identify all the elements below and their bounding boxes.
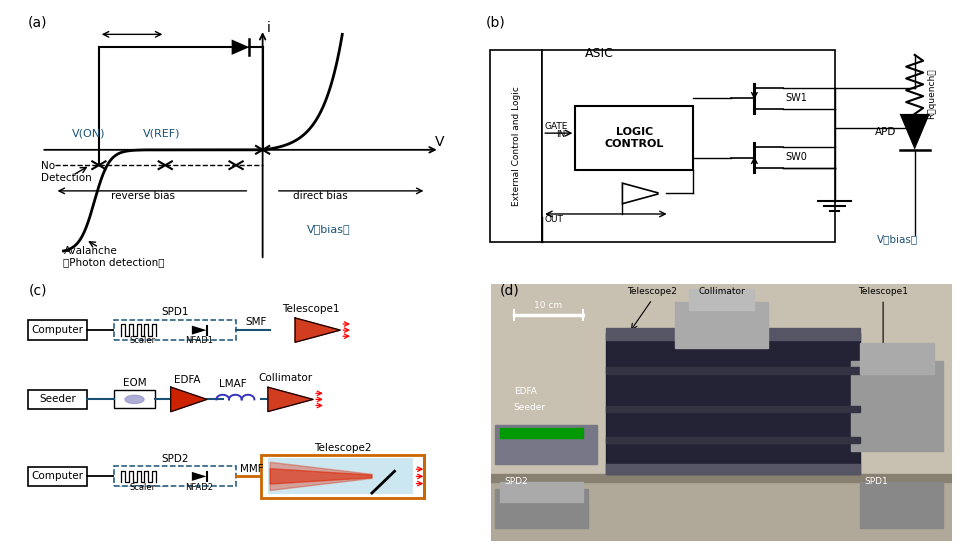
Bar xyxy=(114,390,155,408)
Bar xyxy=(495,425,596,464)
Text: NFAD2: NFAD2 xyxy=(185,483,213,492)
Text: NFAD1: NFAD1 xyxy=(185,336,213,346)
Text: MMF: MMF xyxy=(239,464,263,474)
Text: V: V xyxy=(434,135,444,149)
Text: (d): (d) xyxy=(500,283,519,297)
Bar xyxy=(859,343,933,373)
Bar xyxy=(859,482,942,527)
Polygon shape xyxy=(295,318,340,342)
Polygon shape xyxy=(270,468,372,484)
Polygon shape xyxy=(270,462,372,490)
Bar xyxy=(605,333,859,474)
Text: ASIC: ASIC xyxy=(584,48,613,61)
Text: Computer: Computer xyxy=(32,471,84,482)
Bar xyxy=(605,464,859,474)
Text: SMF: SMF xyxy=(245,317,266,328)
Bar xyxy=(850,361,942,451)
Text: Avalanche
（Photon detection）: Avalanche （Photon detection） xyxy=(63,246,165,268)
Circle shape xyxy=(186,470,211,483)
Bar xyxy=(28,321,86,340)
Bar xyxy=(490,476,951,541)
Text: direct bias: direct bias xyxy=(292,191,347,200)
FancyBboxPatch shape xyxy=(575,106,692,170)
Text: (a): (a) xyxy=(28,16,47,29)
Text: Computer: Computer xyxy=(32,325,84,335)
Ellipse shape xyxy=(125,395,144,403)
Text: IN: IN xyxy=(555,130,565,139)
Text: V(REF): V(REF) xyxy=(143,129,181,139)
Bar xyxy=(28,467,86,486)
Text: Collimator: Collimator xyxy=(698,287,744,296)
Circle shape xyxy=(186,323,211,337)
Bar xyxy=(688,289,753,310)
Text: GATE: GATE xyxy=(544,122,567,131)
Polygon shape xyxy=(170,387,207,412)
Text: SPD1: SPD1 xyxy=(864,477,887,486)
Text: Telescope1: Telescope1 xyxy=(282,304,339,314)
Text: (b): (b) xyxy=(485,16,505,29)
Bar xyxy=(495,489,587,527)
Text: V(ON): V(ON) xyxy=(72,129,106,139)
Polygon shape xyxy=(267,387,313,412)
Text: R（quench）: R（quench） xyxy=(925,68,935,118)
Polygon shape xyxy=(191,325,207,335)
Text: Telescope2: Telescope2 xyxy=(313,443,371,453)
Text: 10 cm: 10 cm xyxy=(533,301,562,310)
Text: EDFA: EDFA xyxy=(513,387,536,396)
Polygon shape xyxy=(622,183,659,204)
Text: (c): (c) xyxy=(28,283,47,297)
Text: External Control and Logic: External Control and Logic xyxy=(511,86,520,206)
Text: No
Detection: No Detection xyxy=(41,161,92,182)
Bar xyxy=(605,437,859,443)
Bar xyxy=(500,428,582,438)
FancyBboxPatch shape xyxy=(542,50,833,242)
Bar xyxy=(28,390,86,409)
Text: Seeder: Seeder xyxy=(39,394,76,405)
Polygon shape xyxy=(191,472,207,481)
Bar xyxy=(605,406,859,412)
Bar xyxy=(117,468,167,485)
Text: SW0: SW0 xyxy=(784,152,806,162)
Text: Telescope1: Telescope1 xyxy=(857,287,907,296)
FancyBboxPatch shape xyxy=(490,50,542,242)
Text: EOM: EOM xyxy=(123,378,146,388)
Bar xyxy=(117,322,167,339)
Text: V（bias）: V（bias） xyxy=(307,224,350,234)
Text: Scaler: Scaler xyxy=(130,483,156,492)
Text: SPD1: SPD1 xyxy=(161,307,188,317)
Text: OUT: OUT xyxy=(544,215,563,224)
Text: SPD2: SPD2 xyxy=(504,477,528,486)
Bar xyxy=(490,474,951,482)
Bar xyxy=(260,455,424,498)
Text: SW1: SW1 xyxy=(784,93,806,103)
Text: APD: APD xyxy=(874,127,895,137)
Bar xyxy=(605,367,859,373)
Polygon shape xyxy=(899,114,928,150)
Text: Telescope2: Telescope2 xyxy=(627,287,677,296)
Text: i: i xyxy=(267,21,271,35)
Text: EDFA: EDFA xyxy=(174,375,201,385)
Text: LOGIC
CONTROL: LOGIC CONTROL xyxy=(604,127,663,149)
Bar xyxy=(114,320,236,340)
Bar xyxy=(675,302,767,348)
Text: Scaler: Scaler xyxy=(130,336,156,346)
Polygon shape xyxy=(232,39,249,55)
Bar xyxy=(605,328,859,340)
Text: V（bias）: V（bias） xyxy=(876,234,917,244)
Bar xyxy=(500,482,582,502)
Bar xyxy=(114,466,236,486)
Text: Collimator: Collimator xyxy=(258,373,311,383)
Text: Seeder: Seeder xyxy=(513,402,545,412)
Bar xyxy=(267,459,412,494)
Text: LMAF: LMAF xyxy=(218,379,246,389)
Text: reverse bias: reverse bias xyxy=(111,191,175,200)
Circle shape xyxy=(658,192,665,195)
Text: SPD2: SPD2 xyxy=(161,454,188,464)
